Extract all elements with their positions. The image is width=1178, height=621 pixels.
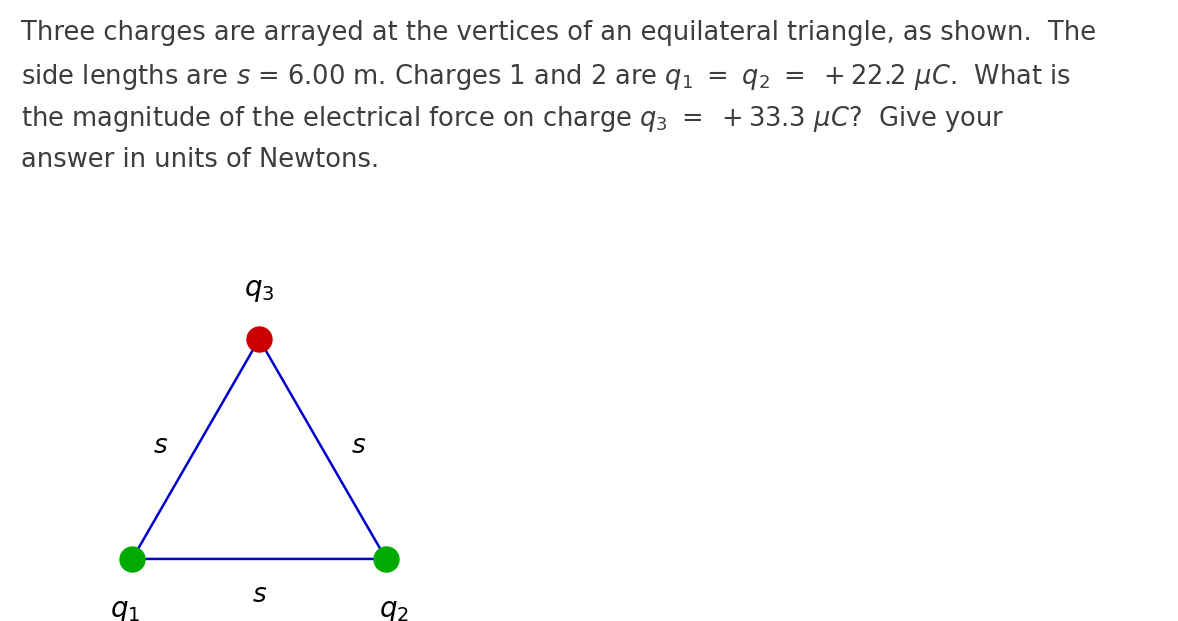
Text: side lengths are $s$ = 6.00 m. Charges 1 and 2 are $q_1\ =\ q_2\ =\ +22.2\ \mu C: side lengths are $s$ = 6.00 m. Charges 1… <box>21 62 1071 92</box>
Text: $s$: $s$ <box>351 433 365 460</box>
Text: $q_1$: $q_1$ <box>110 597 140 621</box>
Text: the magnitude of the electrical force on charge $q_3\ =\ +33.3\ \mu C$?  Give yo: the magnitude of the electrical force on… <box>21 104 1005 134</box>
Text: Three charges are arrayed at the vertices of an equilateral triangle, as shown. : Three charges are arrayed at the vertice… <box>21 20 1097 46</box>
Text: answer in units of Newtons.: answer in units of Newtons. <box>21 147 379 173</box>
Text: $s$: $s$ <box>153 433 167 460</box>
Text: $q_3$: $q_3$ <box>244 276 274 304</box>
Text: $s$: $s$ <box>252 582 266 608</box>
Text: $q_2$: $q_2$ <box>378 597 409 621</box>
